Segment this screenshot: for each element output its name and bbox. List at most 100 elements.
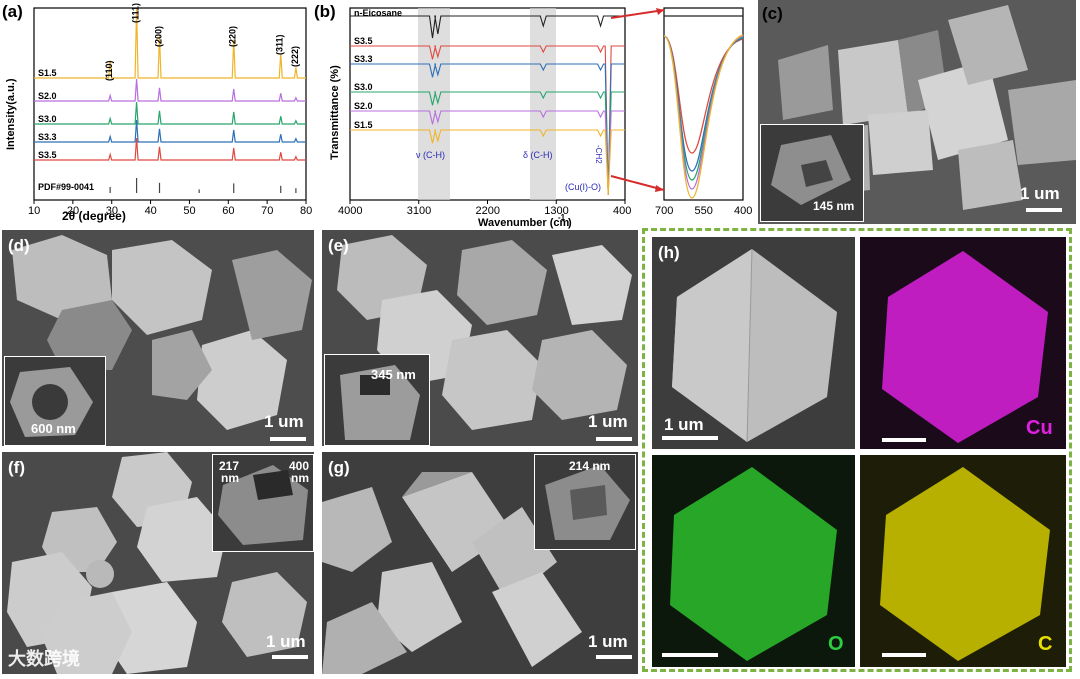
xrd-series-S3.0 <box>34 101 306 125</box>
panel-b-ftir: 4000 3100 2200 1300 400 n-Eicosane S3.5 S3.3 S3.… <box>314 0 758 230</box>
scale-text-e: 1 um <box>588 412 628 431</box>
sem-panel-e: 345 nm 1 um (e) <box>322 230 638 446</box>
map-label-c: C <box>1038 633 1053 655</box>
octahedra-g <box>322 452 638 674</box>
panel-label-f: (f) <box>8 458 25 477</box>
ftir-zoom-series-S1.5 <box>663 34 744 199</box>
xrd-series-label: S2.0 <box>38 91 57 101</box>
map-label-cu: Cu <box>1026 417 1053 439</box>
xrd-xlabel: 2θ (degree) <box>62 209 126 223</box>
xrd-series-label: S3.0 <box>38 114 57 124</box>
scale-bar-cu <box>882 438 926 442</box>
xrd-peak-label: (220) <box>228 26 238 47</box>
inset-f: 217 nm 400 nm <box>212 454 314 552</box>
scale-bar-c-map <box>882 653 926 657</box>
xrd-ylabel: Intensity(a.u.) <box>5 78 17 150</box>
ftir-ylabel: Transmittance (%) <box>329 65 341 160</box>
ftir-annot-delta: δ (C-H) <box>523 150 553 160</box>
xrd-chart: 10 20 30 40 50 60 70 80 S1.5 S2.0 S3.0 S3.3 S3.5 PDF#… <box>5 3 312 223</box>
scale-text-c: 1 um <box>1020 184 1060 203</box>
xrd-xtick: 30 <box>106 205 118 217</box>
inset-d-dim: 600 nm <box>31 421 76 436</box>
ftir-series-S1.5 <box>350 129 625 196</box>
inset-f-dim2-unit: nm <box>291 471 309 485</box>
scale-bar-f <box>272 655 308 659</box>
ftir-series-S3.5 <box>350 45 625 196</box>
inset-e-dim: 345 nm <box>371 367 416 382</box>
cube-image <box>758 0 1076 224</box>
panel-h-frame <box>642 228 1072 672</box>
ftir-series-label: S2.0 <box>354 101 373 111</box>
eds-map-o: O <box>652 455 855 667</box>
ftir-zoom-xtick: 550 <box>695 205 713 217</box>
ftir-xlabel: Wavenumber (cm <box>478 217 570 229</box>
xrd-series-S1.5 <box>34 7 306 79</box>
xrd-peak-label: (222) <box>290 46 300 67</box>
eds-map-cu: Cu <box>860 237 1066 449</box>
xrd-series-label: S1.5 <box>38 68 57 78</box>
panel-label-g: (g) <box>328 458 350 477</box>
scale-text-g: 1 um <box>588 632 628 651</box>
xrd-xtick: 60 <box>222 205 234 217</box>
xrd-xtick: 50 <box>183 205 195 217</box>
xrd-series-label: S3.5 <box>38 150 57 160</box>
xrd-series-S3.3 <box>34 119 306 143</box>
inset-f-dim1-unit: nm <box>221 471 239 485</box>
xrd-ref-label: PDF#99-0041 <box>38 182 94 192</box>
ftir-zoom-series-S2.0 <box>663 35 744 190</box>
panel-label-b: (b) <box>314 2 336 21</box>
ftir-series-n-Eicosane <box>350 15 625 39</box>
inset-d: 600 nm <box>4 356 106 446</box>
ftir-xtick: 1300 <box>544 205 568 217</box>
ftir-annot-cuo: (Cu(I)-O) <box>565 182 601 192</box>
ftir-xtick: 2200 <box>476 205 500 217</box>
ftir-series-label: S3.3 <box>354 54 373 64</box>
xrd-xtick: 80 <box>300 205 312 217</box>
ftir-zoom-series-S3.0 <box>663 35 744 181</box>
ftir-series-label: S3.0 <box>354 82 373 92</box>
ftir-series-S2.0 <box>350 110 625 196</box>
ftir-xlabel-sup: -1 <box>558 213 566 222</box>
sem-panel-g: 214 nm 1 um (g) <box>322 452 638 674</box>
inset-f-dim1: 217 <box>219 459 240 473</box>
inset-g: 214 nm <box>534 454 636 550</box>
inset-e: 345 nm <box>324 354 430 446</box>
ftir-series-S3.0 <box>350 91 625 196</box>
scale-bar-h <box>662 436 718 440</box>
xrd-series-S2.0 <box>34 78 306 102</box>
ftir-zoom-xtick: 400 <box>734 205 752 217</box>
octahedron-h <box>672 248 837 443</box>
ftir-zoom-xtick: 700 <box>655 205 673 217</box>
panel-a-xrd: 10 20 30 40 50 60 70 80 S1.5 S2.0 S3.0 S3.3 S3.5 PDF#… <box>0 0 318 230</box>
sem-panel-c: 145 nm 1 um (c) <box>758 0 1076 224</box>
ftir-xtick: 4000 <box>338 205 362 217</box>
xrd-peak-label: (110) <box>104 60 114 81</box>
ftir-xtick: 3100 <box>407 205 431 217</box>
panel-label-c: (c) <box>762 4 783 23</box>
sem-panel-h: 1 um (h) <box>652 237 855 449</box>
scale-bar-e <box>596 437 632 441</box>
map-label-o: O <box>828 633 844 655</box>
scale-bar-c <box>1026 208 1062 212</box>
xrd-xtick: 10 <box>28 205 40 217</box>
scale-text-f: 1 um <box>266 632 306 651</box>
xrd-series-label: S3.3 <box>38 132 57 142</box>
scale-bar-g <box>596 655 632 659</box>
panel-label-e: (e) <box>328 236 349 255</box>
watermark: 大数跨境 <box>8 649 80 669</box>
eds-map-c: C <box>860 455 1066 667</box>
xrd-xtick: 70 <box>261 205 273 217</box>
ftir-annot-nu: ν (C-H) <box>416 150 445 160</box>
inset-g-dim: 214 nm <box>569 459 611 473</box>
sem-panel-d: 600 nm 1 um (d) <box>2 230 314 446</box>
xrd-peak-label: (311) <box>275 34 285 55</box>
ftir-chart: 4000 3100 2200 1300 400 n-Eicosane S3.5 S3.3 S3.… <box>329 7 752 229</box>
xrd-peak-label: (111) <box>131 3 141 23</box>
ftir-xtick: 400 <box>613 205 631 217</box>
panel-label-h: (h) <box>658 243 680 262</box>
ftir-xlabel-end: ) <box>568 217 572 229</box>
panel-label-d: (d) <box>8 236 30 255</box>
ftir-series-label: S1.5 <box>354 120 373 130</box>
xrd-xtick: 20 <box>67 205 79 217</box>
xrd-xtick: 40 <box>145 205 157 217</box>
